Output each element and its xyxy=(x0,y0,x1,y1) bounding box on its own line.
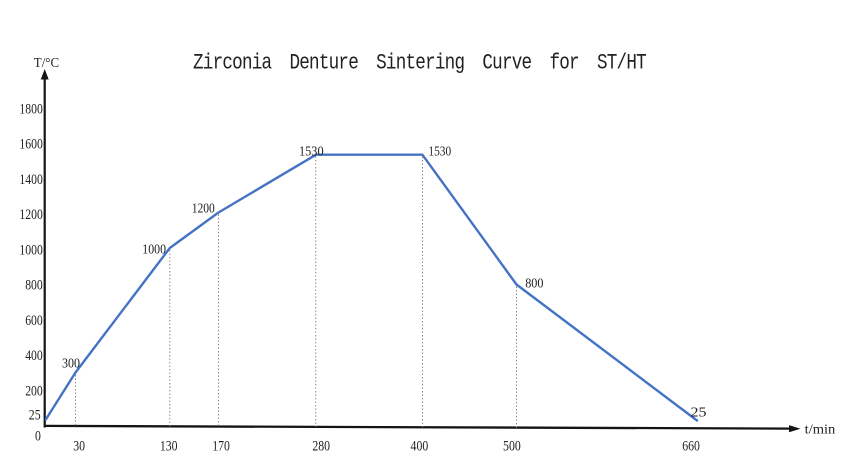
svg-text:280: 280 xyxy=(312,439,330,455)
svg-text:t/min: t/min xyxy=(805,422,836,437)
svg-text:400: 400 xyxy=(25,348,43,364)
svg-text:Zirconia Denture Sintering Cur: Zirconia Denture Sintering Curve for ST/… xyxy=(193,50,647,75)
svg-text:1530: 1530 xyxy=(428,143,451,158)
svg-text:1600: 1600 xyxy=(19,137,42,153)
svg-text:500: 500 xyxy=(503,439,521,455)
svg-text:1530: 1530 xyxy=(299,143,324,158)
svg-text:1000: 1000 xyxy=(142,242,166,257)
svg-text:130: 130 xyxy=(160,439,178,455)
svg-text:1200: 1200 xyxy=(19,207,42,223)
svg-text:1200: 1200 xyxy=(192,201,215,216)
svg-text:30: 30 xyxy=(73,439,85,455)
svg-text:1400: 1400 xyxy=(19,172,42,188)
svg-text:660: 660 xyxy=(682,439,700,455)
svg-text:25: 25 xyxy=(29,408,41,424)
svg-text:25: 25 xyxy=(691,404,707,419)
svg-text:800: 800 xyxy=(25,278,43,294)
svg-text:400: 400 xyxy=(411,439,429,455)
svg-text:1800: 1800 xyxy=(19,101,42,117)
svg-text:T/°C: T/°C xyxy=(34,56,59,71)
svg-text:600: 600 xyxy=(25,313,43,329)
svg-text:1000: 1000 xyxy=(19,242,42,258)
svg-text:800: 800 xyxy=(525,276,544,291)
svg-text:170: 170 xyxy=(212,439,230,455)
svg-text:300: 300 xyxy=(62,356,80,371)
svg-text:0: 0 xyxy=(35,429,41,445)
svg-text:200: 200 xyxy=(25,383,43,399)
